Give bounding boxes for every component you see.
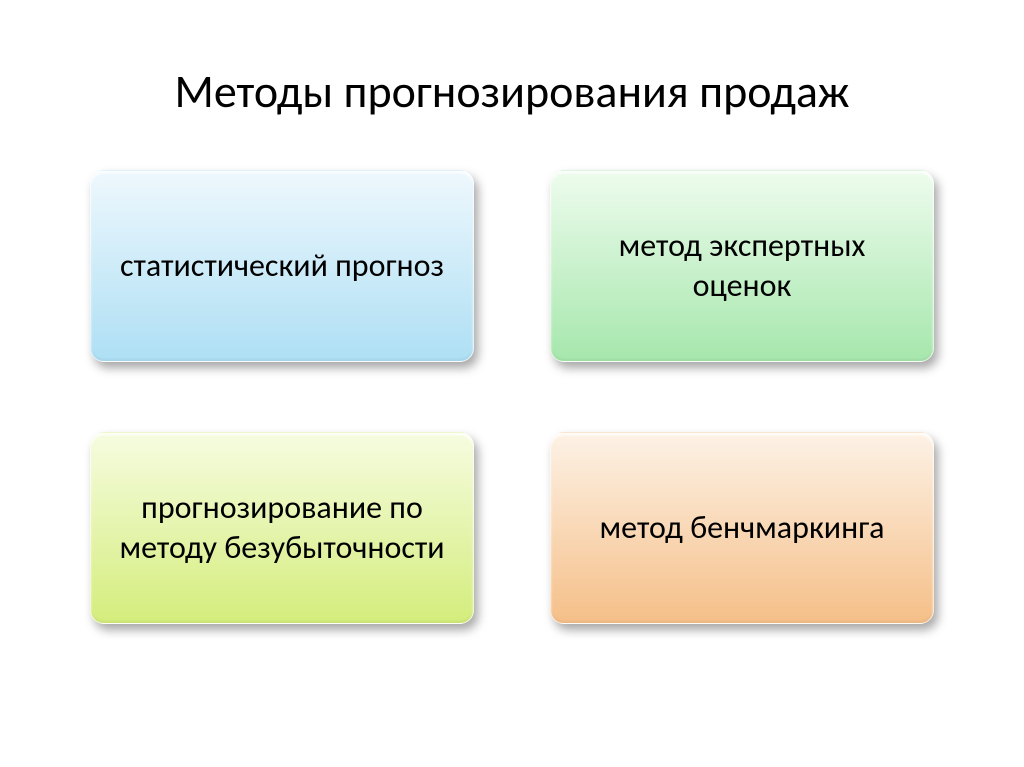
- card-statistical-forecast: статистический прогноз: [90, 170, 474, 362]
- card-label: метод бенчмаркинга: [600, 508, 885, 548]
- slide-title: Методы прогнозирования продаж: [0, 64, 1024, 120]
- card-breakeven-forecasting: прогнозирование по методу безубыточности: [90, 432, 474, 624]
- slide: Методы прогнозирования продаж статистиче…: [0, 0, 1024, 767]
- card-benchmarking: метод бенчмаркинга: [550, 432, 934, 624]
- card-label: статистический прогноз: [120, 246, 444, 286]
- card-expert-assessments: метод экспертных оценок: [550, 170, 934, 362]
- card-label: метод экспертных оценок: [579, 226, 905, 306]
- methods-grid: статистический прогноз метод экспертных …: [90, 170, 934, 624]
- card-label: прогнозирование по методу безубыточности: [119, 488, 445, 568]
